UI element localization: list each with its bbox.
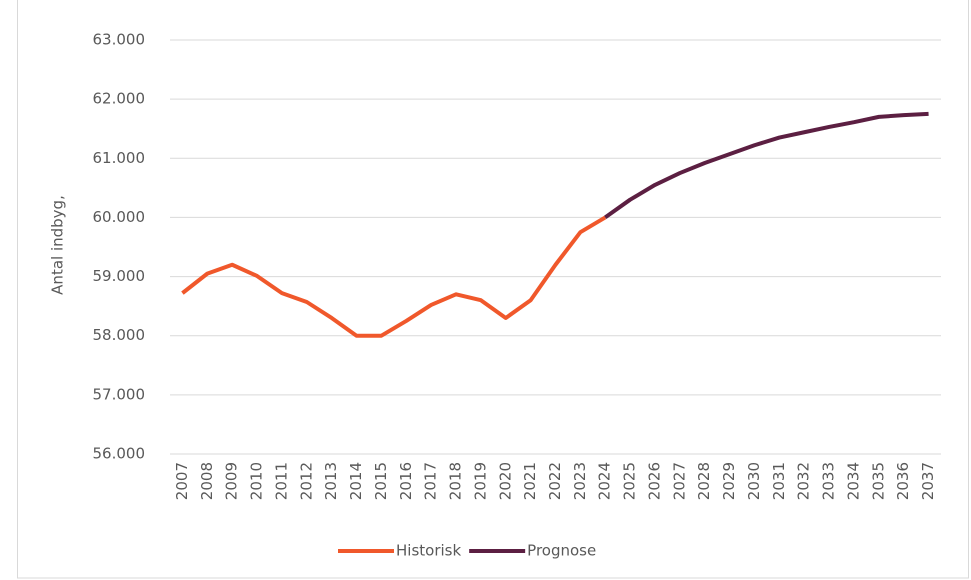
x-tick-label: 2033: [820, 462, 838, 500]
legend-label: Prognose: [527, 542, 596, 560]
x-tick-label: 2020: [496, 462, 514, 500]
y-tick-label: 57.000: [93, 385, 146, 403]
series-line: [604, 111, 929, 220]
y-tick-label: 56.000: [93, 445, 146, 463]
x-tick-label: 2036: [894, 462, 912, 500]
y-tick-label: 63.000: [93, 31, 146, 49]
x-tick-label: 2022: [546, 462, 564, 500]
y-tick-label: 58.000: [93, 326, 146, 344]
x-tick-label: 2011: [272, 462, 290, 500]
x-tick-label: 2007: [173, 462, 191, 500]
x-tick-label: 2031: [770, 462, 788, 500]
x-tick-label: 2034: [844, 462, 862, 500]
x-tick-label: 2027: [670, 462, 688, 500]
y-tick-label: 60.000: [93, 208, 146, 226]
x-tick-label: 2017: [422, 462, 440, 500]
x-tick-label: 2035: [869, 462, 887, 500]
x-tick-label: 2024: [596, 462, 614, 500]
chart-frame: [17, 0, 969, 579]
x-tick-label: 2015: [372, 462, 390, 500]
y-tick-label: 61.000: [93, 149, 146, 167]
legend-label: Historisk: [396, 542, 461, 560]
x-tick-label: 2026: [645, 462, 663, 500]
series-line: [181, 215, 607, 338]
y-tick-label: 59.000: [93, 267, 146, 285]
x-tick-label: 2016: [397, 462, 415, 500]
x-tick-label: 2008: [198, 462, 216, 500]
x-tick-label: 2037: [919, 462, 937, 500]
x-tick-label: 2028: [695, 462, 713, 500]
x-tick-label: 2030: [745, 462, 763, 500]
x-tick-label: 2032: [795, 462, 813, 500]
x-tick-label: 2025: [621, 462, 639, 500]
x-tick-label: 2023: [571, 462, 589, 500]
x-tick-label: 2012: [297, 462, 315, 500]
y-axis-label: Antal indbyg,: [49, 195, 67, 295]
x-tick-label: 2018: [447, 462, 465, 500]
x-tick-label: 2009: [223, 462, 241, 500]
x-tick-label: 2013: [322, 462, 340, 500]
x-tick-label: 2019: [471, 462, 489, 500]
x-tick-label: 2021: [521, 462, 539, 500]
y-tick-label: 62.000: [93, 90, 146, 108]
x-tick-label: 2010: [248, 462, 266, 500]
x-tick-label: 2029: [720, 462, 738, 500]
x-tick-label: 2014: [347, 462, 365, 500]
